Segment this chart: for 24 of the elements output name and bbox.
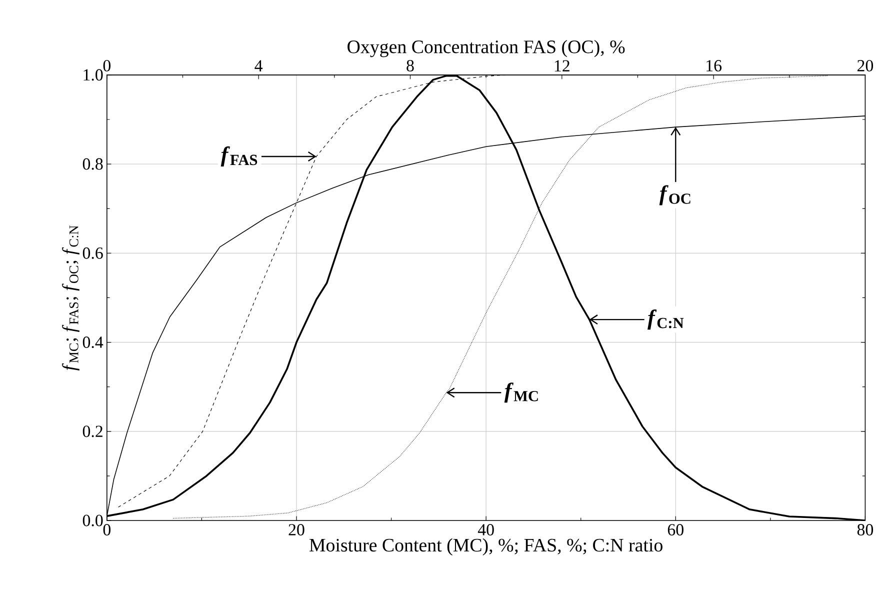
- x-tick-label: 0: [103, 524, 110, 536]
- annotation: f$_{OC}$: [659, 184, 690, 206]
- x2-tick-label: 4: [254, 60, 263, 72]
- x2-axis-title: Oxygen Concentration FAS (OC), %: [348, 40, 625, 57]
- x2-tick-label: 20: [858, 60, 874, 72]
- text: f$_{MC}$; f$_{FAS}$; f$_{OC}$; f$_{C:N}$: [62, 225, 80, 370]
- annotation: f$_{MC}$: [504, 382, 538, 402]
- x2-tick-label: 16: [706, 60, 722, 72]
- x-axis-title: Moisture Content (MC), %; FAS, %; C:N ratio: [309, 538, 662, 556]
- x2-tick-label: 0: [103, 60, 110, 72]
- x-tick-label: 60: [668, 524, 684, 536]
- x2-tick-label: 8: [406, 60, 414, 72]
- x-tick-label: 40: [478, 524, 494, 536]
- y-tick-label: 0.2: [82, 425, 102, 437]
- y-tick-label: 0.0: [82, 514, 103, 526]
- y-tick-label: 0.8: [82, 158, 103, 170]
- annotation: f$_{C:N}$: [648, 309, 684, 330]
- annotation: f$_{FAS}$: [220, 146, 258, 166]
- x-tick-label: 20: [288, 524, 304, 536]
- y-tick-label: 0.4: [82, 336, 104, 348]
- x-tick-label: 80: [857, 524, 874, 536]
- y-tick-label: 1.0: [84, 68, 103, 80]
- y-tick-label: 0.6: [82, 247, 103, 259]
- x2-tick-label: 12: [554, 60, 570, 72]
